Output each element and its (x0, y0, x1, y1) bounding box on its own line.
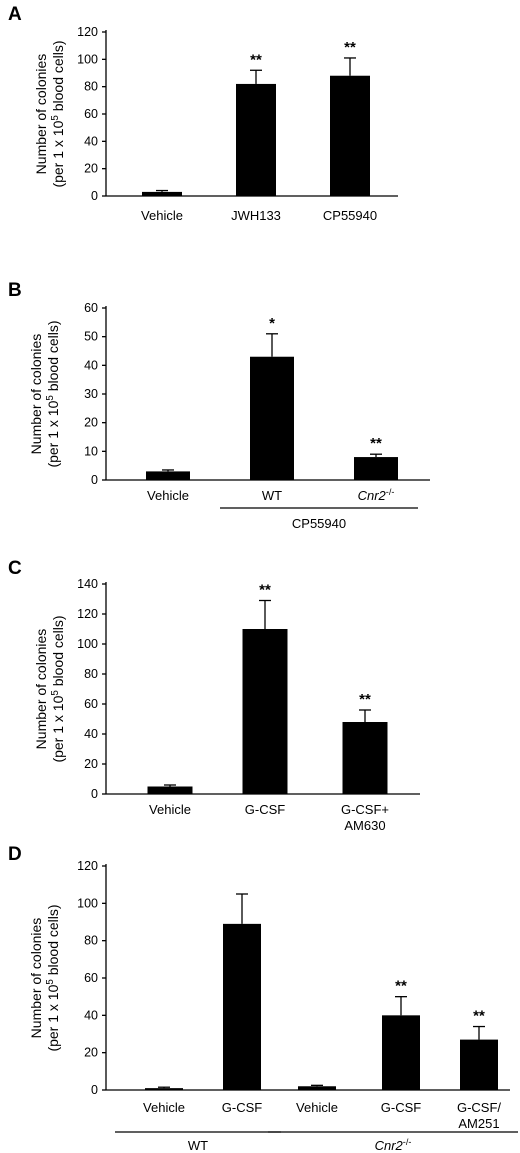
y-tick-label: 60 (84, 971, 98, 985)
significance-marker: * (269, 315, 275, 332)
y-tick-label: 80 (84, 80, 98, 94)
category-label: G-CSF (245, 802, 286, 817)
y-tick-label: 60 (84, 107, 98, 121)
panel-d: D 0 20 40 60 80 100 120 Number of colonies (per 1… (8, 844, 518, 1153)
y-tick-label: 40 (84, 134, 98, 148)
y-tick-label: 80 (84, 934, 98, 948)
bar (298, 1086, 336, 1090)
y-tick-label: 0 (91, 473, 98, 487)
y-tick-label: 40 (84, 358, 98, 372)
panel-c: C 0 20 40 60 80 100 120 140 Number of colonies (pe… (8, 558, 420, 833)
category-label: AM251 (458, 1116, 499, 1131)
bar (146, 471, 190, 480)
group-label: CP55940 (292, 516, 346, 531)
y-axis-title: (per 1 x 105 blood cells) (45, 320, 62, 467)
significance-marker: ** (395, 978, 407, 995)
category-label: G-CSF (222, 1100, 263, 1115)
bar (147, 786, 193, 794)
significance-marker: ** (250, 51, 262, 68)
y-axis-title: (per 1 x 105 blood cells) (45, 904, 62, 1051)
bar (250, 356, 294, 480)
y-tick-label: 30 (84, 387, 98, 401)
y-tick-label: 0 (91, 787, 98, 801)
y-tick-label: 80 (84, 667, 98, 681)
y-tick-label: 50 (84, 330, 98, 344)
category-label: Vehicle (143, 1100, 185, 1115)
bar (460, 1039, 498, 1090)
bar (145, 1088, 183, 1090)
y-axis-title: Number of colonies (28, 918, 44, 1039)
panel-a: A 0 20 40 60 80 100 120 Number of colonies (per 1… (8, 4, 398, 223)
y-tick-label: 60 (84, 301, 98, 315)
bar (330, 75, 370, 196)
category-label: Vehicle (147, 488, 189, 503)
y-tick-label: 120 (77, 607, 98, 621)
bar (342, 722, 388, 794)
y-tick-label: 0 (91, 189, 98, 203)
y-tick-label: 40 (84, 727, 98, 741)
bar (382, 1015, 420, 1090)
category-label: JWH133 (231, 208, 281, 223)
panel-b: B 0 10 20 30 40 50 60 Number of colonies (per 1 x… (8, 280, 430, 531)
category-label: G-CSF/ (457, 1100, 501, 1115)
panel-label: B (8, 280, 22, 301)
category-label: Cnr2-/- (358, 487, 395, 503)
y-tick-label: 60 (84, 697, 98, 711)
y-tick-label: 10 (84, 444, 98, 458)
y-axis-title: Number of colonies (28, 334, 44, 455)
panel-label: A (8, 4, 22, 25)
bar (354, 457, 398, 480)
category-label: WT (262, 488, 282, 503)
y-tick-label: 100 (77, 52, 98, 66)
significance-marker: ** (370, 435, 382, 452)
y-tick-label: 40 (84, 1008, 98, 1022)
y-axis-title: (per 1 x 105 blood cells) (50, 40, 67, 187)
group-label: WT (188, 1138, 208, 1153)
significance-marker: ** (344, 39, 356, 56)
y-tick-label: 20 (84, 757, 98, 771)
category-label: Vehicle (296, 1100, 338, 1115)
significance-marker: ** (259, 582, 271, 599)
y-tick-label: 100 (77, 896, 98, 910)
y-tick-label: 140 (77, 577, 98, 591)
significance-marker: ** (473, 1008, 485, 1025)
y-tick-label: 100 (77, 637, 98, 651)
y-axis-title: Number of colonies (33, 629, 49, 750)
bar (236, 83, 276, 196)
bar (242, 629, 288, 794)
y-tick-label: 0 (91, 1083, 98, 1097)
bar (223, 923, 261, 1090)
y-tick-label: 120 (77, 25, 98, 39)
category-label: Vehicle (141, 208, 183, 223)
category-label: G-CSF (381, 1100, 422, 1115)
panel-label: C (8, 558, 22, 579)
significance-marker: ** (359, 691, 371, 708)
y-tick-label: 120 (77, 859, 98, 873)
bar (142, 191, 182, 196)
category-label: AM630 (344, 818, 385, 833)
panel-label: D (8, 844, 22, 865)
y-axis-title: (per 1 x 105 blood cells) (50, 615, 67, 762)
y-tick-label: 20 (84, 416, 98, 430)
y-tick-label: 20 (84, 1046, 98, 1060)
category-label: Vehicle (149, 802, 191, 817)
group-label: Cnr2-/- (375, 1137, 412, 1153)
y-tick-label: 20 (84, 162, 98, 176)
category-label: CP55940 (323, 208, 377, 223)
category-label: G-CSF+ (341, 802, 389, 817)
y-axis-title: Number of colonies (33, 54, 49, 175)
